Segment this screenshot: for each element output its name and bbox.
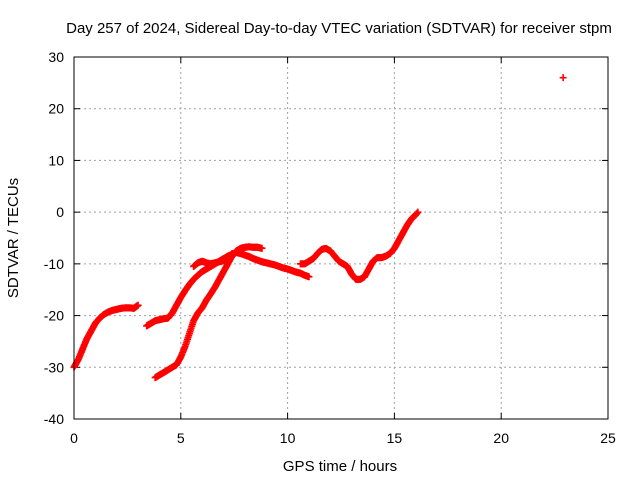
x-tick-label: 5 — [177, 430, 185, 446]
data-point — [258, 244, 266, 252]
y-tick-label: -40 — [44, 411, 64, 427]
y-tick-label: 0 — [56, 204, 64, 220]
plot-frame — [73, 56, 609, 420]
y-tick-labels: -40 -30 -20 -10 0 10 20 30 — [44, 49, 64, 427]
data-point — [228, 250, 236, 258]
axis-ticks — [73, 56, 609, 420]
x-tick-label: 25 — [600, 430, 616, 446]
chart-title: Day 257 of 2024, Sidereal Day-to-day VTE… — [66, 20, 612, 37]
x-tick-label: 10 — [280, 430, 296, 446]
y-axis-label: SDTVAR / TECUs — [5, 178, 22, 298]
data-point — [134, 301, 142, 309]
x-tick-label: 20 — [493, 430, 509, 446]
data-point — [414, 208, 422, 216]
y-tick-label: -20 — [44, 308, 64, 324]
x-axis-label: GPS time / hours — [283, 458, 397, 475]
y-tick-label: 30 — [48, 49, 64, 65]
y-tick-label: 10 — [48, 152, 64, 168]
x-tick-labels: 0 5 10 15 20 25 — [70, 430, 616, 446]
data-point — [305, 273, 313, 281]
data-point — [559, 74, 567, 82]
x-tick-label: 15 — [387, 430, 403, 446]
y-tick-label: -30 — [44, 359, 64, 375]
y-tick-label: 20 — [48, 101, 64, 117]
y-tick-label: -10 — [44, 256, 64, 272]
data-points — [70, 74, 567, 382]
x-tick-label: 0 — [70, 430, 78, 446]
